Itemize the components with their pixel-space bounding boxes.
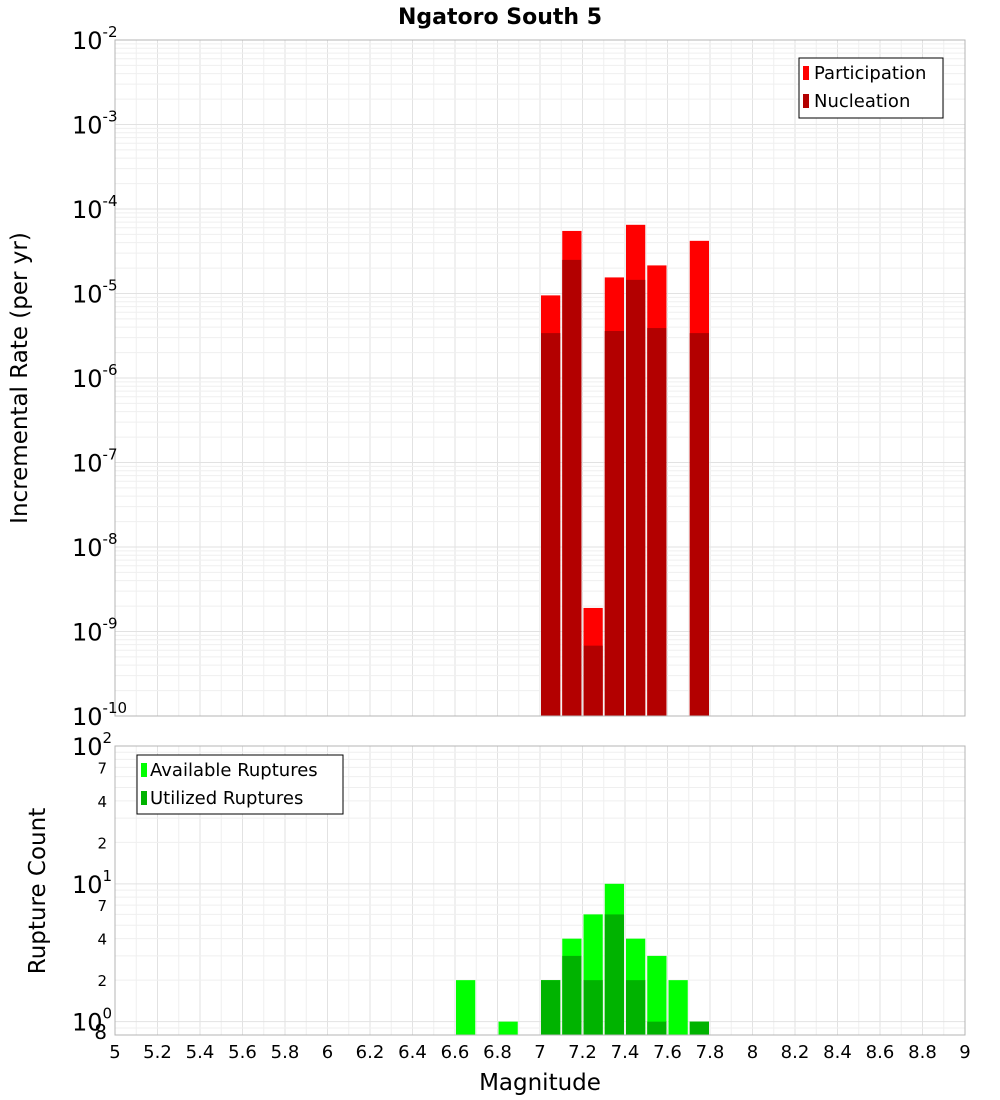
y-minor-tick-label: 4 [97, 793, 107, 811]
rate-plot-y-ticks: 10-2 10-3 10-4 10-5 10-6 10-7 10-8 10-9 10-10 [72, 23, 127, 731]
count-plot: 102 101 100 7 4 2 7 4 2 8 Rupture Count Available… [25, 729, 971, 1096]
participation-legend-label: Participation [814, 63, 926, 84]
count-plot-bars [456, 883, 709, 1035]
available-ruptures-bar [668, 980, 688, 1035]
x-tick-label: 5 [109, 1042, 120, 1063]
nucleation-bar [541, 333, 561, 716]
x-tick-label: 5.8 [271, 1042, 300, 1063]
x-tick-label: 6 [322, 1042, 333, 1063]
nucleation-bar [626, 279, 646, 716]
utilized-ruptures-bar [689, 1021, 709, 1035]
rate-plot-y-axis-label: Incremental Rate (per yr) [7, 232, 33, 524]
count-plot-frame [114, 745, 966, 1036]
nucleation-bar [583, 645, 603, 716]
y-minor-tick-label: 7 [97, 759, 107, 777]
x-axis-label: Magnitude [479, 1070, 601, 1096]
x-tick-label: 8.2 [781, 1042, 810, 1063]
x-tick-label: 8.6 [866, 1042, 895, 1063]
count-plot-legend: Available Ruptures Utilized Ruptures [136, 754, 344, 815]
y-tick-label: 101 [72, 867, 112, 899]
y-tick-label: 10-6 [72, 361, 118, 393]
utilized-ruptures-bar [626, 980, 646, 1035]
chart-title: Ngatoro South 5 [398, 5, 602, 30]
available-ruptures-bar [647, 955, 667, 1035]
legend-box [798, 57, 944, 119]
participation-legend-swatch [803, 66, 809, 80]
rate-plot: 10-2 10-3 10-4 10-5 10-6 10-7 10-8 10-9 10-10 In… [7, 23, 966, 731]
count-plot-grid [114, 746, 966, 1036]
utilized-ruptures-bar [541, 980, 561, 1035]
available-ruptures-bar [456, 980, 476, 1035]
y-tick-label: 10-9 [72, 615, 118, 647]
y-tick-label: 10-3 [72, 108, 118, 140]
available-ruptures-legend-swatch [141, 763, 147, 777]
y-minor-tick-label: 7 [97, 897, 107, 915]
y-tick-label: 10-5 [72, 277, 118, 309]
utilized-ruptures-bar [583, 980, 603, 1035]
y-tick-label: 10-7 [72, 446, 118, 478]
nucleation-bar [689, 333, 709, 716]
x-tick-label: 7.8 [696, 1042, 725, 1063]
legend-box [136, 754, 344, 815]
nucleation-bar [562, 259, 582, 716]
x-tick-label: 7.2 [568, 1042, 597, 1063]
utilized-ruptures-legend-swatch [141, 791, 147, 805]
x-tick-label: 8.4 [823, 1042, 852, 1063]
count-plot-y-ticks: 102 101 100 7 4 2 7 4 2 8 [72, 729, 112, 1044]
nucleation-legend-swatch [803, 94, 809, 108]
x-tick-label: 9 [959, 1042, 970, 1063]
utilized-ruptures-bar [647, 1021, 667, 1035]
y-tick-label: 102 [72, 729, 112, 761]
utilized-ruptures-bar [604, 914, 624, 1035]
x-tick-label: 6.2 [356, 1042, 385, 1063]
nucleation-bar [647, 328, 667, 716]
count-plot-y-axis-label: Rupture Count [25, 808, 51, 974]
utilized-ruptures-bar [562, 955, 582, 1035]
y-tick-label: 10-4 [72, 192, 118, 224]
nucleation-legend-label: Nucleation [814, 91, 910, 112]
y-tick-label: 100 [72, 1005, 112, 1037]
x-tick-label: 6.4 [398, 1042, 427, 1063]
x-tick-label: 6.6 [441, 1042, 470, 1063]
available-ruptures-legend-label: Available Ruptures [150, 760, 318, 781]
x-tick-label: 8 [747, 1042, 758, 1063]
x-tick-label: 7.4 [611, 1042, 640, 1063]
y-tick-label: 10-2 [72, 23, 118, 55]
nucleation-bar [604, 330, 624, 716]
x-tick-label: 5.4 [186, 1042, 215, 1063]
y-tick-label: 10-10 [72, 699, 127, 731]
rate-plot-grid [114, 40, 966, 717]
y-minor-tick-label: 4 [97, 931, 107, 949]
x-axis-ticks: 5 5.2 5.4 5.6 5.8 6 6.2 6.4 6.6 6.8 7 7.2 7.4 7.6 7.8 8… [109, 1042, 970, 1063]
y-tick-label: 10-8 [72, 530, 118, 562]
rate-plot-bars [541, 224, 709, 717]
x-tick-label: 7 [534, 1042, 545, 1063]
utilized-ruptures-legend-label: Utilized Ruptures [150, 788, 303, 809]
x-tick-label: 8.8 [908, 1042, 937, 1063]
x-tick-label: 6.8 [483, 1042, 512, 1063]
y-minor-tick-label: 8 [94, 1020, 107, 1044]
x-tick-label: 7.6 [653, 1042, 682, 1063]
rate-plot-legend: Participation Nucleation [798, 57, 944, 119]
x-tick-label: 5.2 [143, 1042, 172, 1063]
y-minor-tick-label: 2 [97, 834, 107, 852]
rate-plot-frame [114, 39, 966, 717]
available-ruptures-bar [498, 1021, 518, 1035]
x-tick-label: 5.6 [228, 1042, 257, 1063]
y-minor-tick-label: 2 [97, 972, 107, 990]
